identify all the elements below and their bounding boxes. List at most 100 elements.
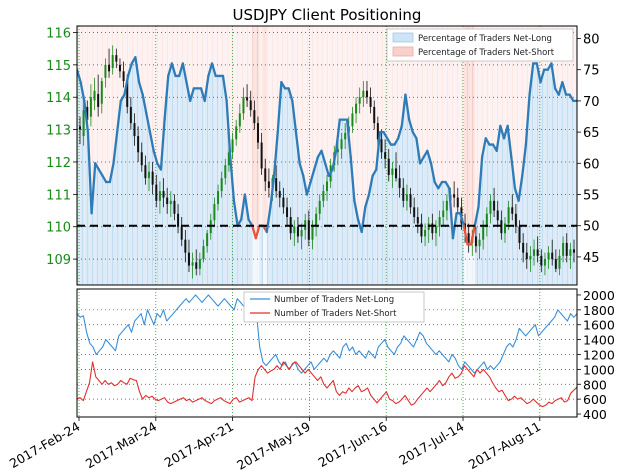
candle-body bbox=[402, 187, 405, 201]
candle-body bbox=[369, 97, 372, 107]
candle-body bbox=[122, 71, 125, 82]
net-long-percent-segment bbox=[480, 137, 487, 159]
net-long-percent-segment bbox=[79, 81, 86, 103]
net-long-percent-segment bbox=[535, 62, 542, 84]
candle-body bbox=[572, 249, 576, 253]
net-long-fill-segment bbox=[171, 63, 176, 285]
percent-tick-label: 60 bbox=[583, 157, 600, 172]
net-long-upper-fill-segment bbox=[204, 26, 209, 101]
count-legend: Number of Traders Net-Long Number of Tra… bbox=[243, 291, 425, 323]
candle-body bbox=[275, 178, 278, 192]
candle-body bbox=[431, 223, 434, 234]
candle-body bbox=[325, 181, 329, 192]
candle-body bbox=[191, 262, 194, 266]
net-long-percent-segment bbox=[524, 93, 531, 146]
candle-body bbox=[220, 178, 223, 192]
candle-body bbox=[82, 110, 85, 137]
candle-body bbox=[344, 132, 347, 140]
net-long-fill-segment bbox=[540, 69, 545, 285]
candle-body bbox=[86, 106, 89, 120]
net-long-fill-segment bbox=[398, 125, 402, 285]
date-tick-label: 2017-Aug-11 bbox=[466, 419, 544, 472]
candle-body bbox=[340, 139, 343, 150]
count-tick-label: 1800 bbox=[583, 303, 615, 318]
net-long-upper-fill-segment bbox=[95, 26, 99, 170]
net-long-fill-segment bbox=[507, 125, 512, 285]
net-long-fill-segment bbox=[222, 75, 227, 285]
candle-body bbox=[111, 55, 114, 69]
candle-body bbox=[569, 249, 572, 256]
candle-body bbox=[307, 220, 310, 240]
net-long-fill-segment bbox=[190, 88, 194, 285]
net-long-fill-segment bbox=[248, 219, 253, 285]
count-tick-label: 1400 bbox=[583, 333, 615, 348]
candle-body bbox=[558, 255, 561, 269]
candle-body bbox=[231, 139, 234, 153]
candle-body bbox=[358, 97, 361, 104]
candle-body bbox=[78, 126, 82, 130]
net-long-upper-fill-segment bbox=[343, 26, 348, 120]
candle-body bbox=[93, 90, 96, 101]
net-long-percent-segment bbox=[360, 205, 367, 234]
net-long-upper-fill-segment bbox=[328, 26, 333, 176]
net-long-percent-segment bbox=[115, 99, 122, 134]
net-long-upper-fill-segment bbox=[201, 26, 205, 101]
candle-body bbox=[373, 106, 376, 124]
net-long-fill-segment bbox=[164, 75, 169, 285]
candle-body bbox=[155, 184, 158, 201]
net-long-upper-fill-segment bbox=[226, 26, 231, 158]
candle-body bbox=[529, 255, 532, 260]
net-long-percent-segment bbox=[462, 224, 469, 246]
candle-body bbox=[536, 249, 539, 256]
net-long-percent-segment bbox=[484, 137, 491, 146]
candle-body bbox=[187, 252, 190, 266]
net-long-fill-segment bbox=[230, 157, 234, 285]
net-long-fill-segment bbox=[456, 213, 461, 285]
candle-body bbox=[489, 200, 492, 214]
net-long-fill-segment bbox=[551, 63, 556, 285]
date-tick-label: 2017-Mar-24 bbox=[83, 419, 159, 472]
candle-body bbox=[249, 100, 252, 111]
candle-body bbox=[434, 226, 437, 234]
net-long-fill-segment bbox=[120, 94, 125, 285]
candle-body bbox=[398, 178, 401, 188]
left-price-axis: 109 110 111 112 113 114 115 116 bbox=[46, 26, 77, 268]
net-long-percent-segment bbox=[119, 93, 126, 103]
candle-body bbox=[478, 239, 481, 247]
candle-body bbox=[180, 226, 183, 240]
candle-body bbox=[365, 90, 368, 98]
candle-body bbox=[424, 229, 427, 237]
net-long-fill-segment bbox=[182, 63, 187, 285]
candle-body bbox=[173, 200, 176, 214]
net-long-fill-segment bbox=[555, 88, 559, 285]
candle-body bbox=[427, 223, 430, 230]
candle-body bbox=[453, 194, 456, 198]
net-long-percent-segment bbox=[473, 205, 480, 227]
net-long-fill-segment bbox=[259, 225, 264, 285]
net-long-upper-fill-segment bbox=[87, 26, 92, 214]
net-long-percent-segment bbox=[510, 155, 517, 190]
net-long-upper-fill-segment bbox=[219, 26, 223, 76]
net-long-upper-fill-segment bbox=[139, 26, 143, 95]
count-tick-label: 400 bbox=[583, 407, 607, 422]
net-long-upper-fill-segment bbox=[98, 26, 103, 176]
price-tick-label: 110 bbox=[46, 221, 71, 236]
net-long-fill-segment bbox=[131, 57, 136, 285]
net-long-upper-fill-segment bbox=[434, 26, 439, 189]
right-percent-axis: 45 50 55 60 65 70 75 80 bbox=[577, 32, 600, 266]
percent-tick-label: 50 bbox=[583, 220, 600, 235]
net-long-fill-segment bbox=[387, 138, 391, 285]
net-long-percent-segment bbox=[287, 87, 294, 103]
candle-body bbox=[500, 220, 503, 234]
net-long-fill-segment bbox=[84, 100, 88, 285]
net-long-upper-fill-segment bbox=[303, 26, 307, 195]
candle-body bbox=[158, 191, 161, 201]
net-long-percent-segment bbox=[400, 93, 407, 128]
net-long-fill-segment bbox=[117, 100, 121, 285]
candle-body bbox=[213, 204, 216, 221]
candle-body bbox=[293, 226, 296, 234]
net-long-fill-segment bbox=[376, 132, 380, 285]
